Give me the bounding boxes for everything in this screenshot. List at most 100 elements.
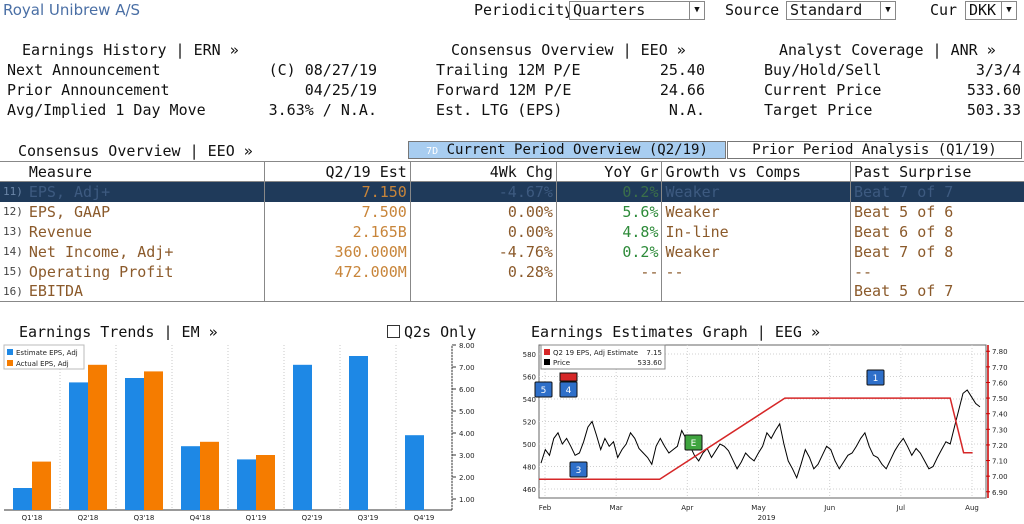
yoy-cell: -- <box>555 261 662 282</box>
legend-label: Price <box>553 359 570 367</box>
est-cell: 7.150 <box>264 181 411 202</box>
bar-actual <box>144 371 163 510</box>
table-row[interactable]: 13) Revenue 2.165B 0.00% 4.8% In-line Be… <box>0 221 1024 242</box>
event-marker-label: 5 <box>541 386 547 396</box>
event-marker-red <box>559 372 578 382</box>
earnings-trends-chart: 8.00 7.00 6.00 5.00 4.00 3.00 2.00 1.00 Q1'18 Q2'… <box>0 340 512 524</box>
bar-estimate <box>293 364 312 510</box>
y-tick-label: 3.00 <box>459 452 475 460</box>
comps-cell: Weaker <box>661 181 851 202</box>
row-number: 16) <box>0 281 26 302</box>
surprise-cell: Beat 7 of 7 <box>849 181 1024 202</box>
tab-current-period[interactable]: 7D Current Period Overview (Q2/19) <box>408 141 726 159</box>
currency-value: DKK <box>969 1 997 19</box>
event-marker-label: E <box>691 439 697 449</box>
current-price-label: Current Price <box>764 81 882 99</box>
col-header-growth-comps[interactable]: Growth vs Comps <box>661 161 851 182</box>
tab-prior-period[interactable]: Prior Period Analysis (Q1/19) <box>727 141 1022 159</box>
earnings-estimates-chart: 580 560 540 520 500 480 460 7.80 7.70 7.60 7.50 7.4… <box>523 344 1008 522</box>
row-number: 13) <box>3 225 23 238</box>
table-row[interactable]: 12) EPS, GAAP 7.500 0.00% 5.6% Weaker Be… <box>0 201 1024 222</box>
bar-estimate <box>181 446 200 510</box>
surprise-cell: Beat 5 of 6 <box>849 201 1024 222</box>
analyst-coverage-link[interactable]: Analyst Coverage | ANR » <box>779 41 996 59</box>
bar-actual <box>200 441 219 510</box>
chevron-down-icon: ▼ <box>1001 2 1016 19</box>
x-tick-label: Q2'18 <box>78 514 99 522</box>
security-title: Royal Unibrew A/S <box>3 1 141 19</box>
currency-dropdown[interactable]: DKK ▼ <box>965 1 1017 20</box>
periodicity-dropdown[interactable]: Quarters ▼ <box>569 1 705 20</box>
target-price-label: Target Price <box>764 101 873 119</box>
legend-swatch <box>7 349 13 355</box>
tab-prior-label: Prior Period Analysis (Q1/19) <box>752 142 997 158</box>
left-tick-label: 480 <box>523 464 536 472</box>
table-header-row: Measure Q2/19 Est 4Wk Chg YoY Gr Growth … <box>0 161 1024 182</box>
col-header-yoy[interactable]: YoY Gr <box>555 161 662 182</box>
row-number: 11) <box>0 181 26 202</box>
col-header-4wk-chg[interactable]: 4Wk Chg <box>409 161 557 182</box>
event-marker <box>569 461 588 478</box>
est-cell: 7.500 <box>264 201 411 222</box>
right-tick-label: 7.00 <box>992 473 1008 481</box>
source-dropdown[interactable]: Standard ▼ <box>786 1 896 20</box>
col-header-past-surprise[interactable]: Past Surprise <box>849 161 1024 182</box>
currency-label: Cur <box>930 1 958 19</box>
x-tick-label: Q1'18 <box>22 514 43 522</box>
bar-estimate <box>237 459 256 510</box>
measure-cell: Revenue <box>28 222 93 241</box>
price-line <box>540 389 981 480</box>
table-row[interactable]: 15) Operating Profit 472.000M 0.28% -- -… <box>0 261 1024 282</box>
bar-estimate <box>349 356 368 510</box>
event-marker <box>684 434 703 451</box>
event-marker <box>559 381 578 398</box>
right-tick-label: 7.60 <box>992 379 1008 387</box>
y-tick-label: 7.00 <box>459 364 475 372</box>
earnings-history-link[interactable]: Earnings History | ERN » <box>22 41 239 59</box>
chevron-down-icon: ▼ <box>880 2 895 19</box>
col-header-measure[interactable]: Measure <box>25 161 265 182</box>
bar-estimate <box>69 382 88 510</box>
consensus-section-link[interactable]: Consensus Overview | EEO » <box>18 142 253 160</box>
legend-swatch <box>7 360 13 366</box>
x-tick-label: Aug <box>965 504 979 512</box>
left-tick-label: 540 <box>523 396 536 404</box>
x-tick-label: Jul <box>896 504 906 512</box>
table-row[interactable]: 14) Net Income, Adj+ 360.000M -4.76% 0.2… <box>0 241 1024 262</box>
earnings-estimates-graph-link[interactable]: Earnings Estimates Graph | EEG » <box>531 323 820 341</box>
right-tick-label: 6.90 <box>992 489 1008 497</box>
q2s-only-checkbox[interactable]: Q2s Only <box>387 323 476 341</box>
table-row[interactable]: 16) EBITDA Beat 5 of 7 <box>0 281 1024 302</box>
y-tick-label: 2.00 <box>459 474 475 482</box>
consensus-overview-link[interactable]: Consensus Overview | EEO » <box>451 41 686 59</box>
yoy-cell: 0.2% <box>555 241 662 262</box>
y-tick-label: 4.00 <box>459 430 475 438</box>
day-move-value: 3.63% / N.A. <box>268 101 377 119</box>
chg-cell <box>409 281 557 302</box>
x-tick-label: Mar <box>610 504 623 512</box>
y-tick-label: 8.00 <box>459 342 475 350</box>
measure-cell: EBITDA <box>25 281 265 302</box>
event-marker-label: 4 <box>566 386 572 396</box>
tab-current-label: Current Period Overview (Q2/19) <box>446 142 708 158</box>
x-tick-label: Jun <box>823 504 835 512</box>
x-tick-label: Apr <box>681 504 693 512</box>
x-tick-label: Q3'19 <box>358 514 379 522</box>
legend-value: 533.60 <box>638 359 663 367</box>
event-marker <box>534 381 553 398</box>
x-tick-label: Q1'19 <box>246 514 267 522</box>
table-row[interactable]: 11) EPS, Adj+ 7.150 -4.67% 0.2% Weaker B… <box>0 181 1024 202</box>
bar-estimate <box>125 378 144 510</box>
right-tick-label: 7.40 <box>992 411 1008 419</box>
left-tick-label: 520 <box>523 419 536 427</box>
legend-value: 7.15 <box>646 349 662 357</box>
left-tick-label: 460 <box>523 486 536 494</box>
x-tick-label: Feb <box>539 504 552 512</box>
earnings-trends-link[interactable]: Earnings Trends | EM » <box>19 323 218 341</box>
surprise-cell: Beat 7 of 8 <box>849 241 1024 262</box>
col-header-est[interactable]: Q2/19 Est <box>264 161 411 182</box>
est-cell: 360.000M <box>264 241 411 262</box>
bar-actual <box>256 455 275 510</box>
y-tick-label: 1.00 <box>459 496 475 504</box>
x-tick-label: Q3'18 <box>134 514 155 522</box>
